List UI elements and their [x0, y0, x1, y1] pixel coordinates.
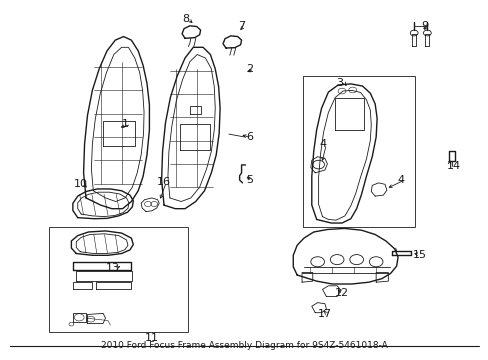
- Text: 2: 2: [245, 64, 252, 74]
- Text: 15: 15: [412, 250, 426, 260]
- Text: 2010 Ford Focus Frame Assembly Diagram for 9S4Z-5461018-A: 2010 Ford Focus Frame Assembly Diagram f…: [101, 341, 387, 350]
- Text: 14: 14: [446, 161, 460, 171]
- Text: 9: 9: [421, 21, 427, 31]
- Text: 4: 4: [396, 175, 403, 185]
- Text: 5: 5: [245, 175, 252, 185]
- Text: 3: 3: [335, 78, 343, 88]
- Bar: [49, 226, 188, 332]
- Text: 6: 6: [245, 132, 252, 142]
- Text: 17: 17: [317, 310, 331, 319]
- Text: 7: 7: [238, 21, 245, 31]
- Text: 8: 8: [182, 14, 189, 24]
- Text: 16: 16: [157, 177, 171, 187]
- Bar: [303, 76, 414, 226]
- Text: 4: 4: [318, 139, 325, 149]
- Text: 11: 11: [144, 333, 159, 343]
- Text: 12: 12: [334, 288, 348, 298]
- Text: 10: 10: [74, 179, 88, 189]
- Text: 13: 13: [105, 263, 120, 273]
- Text: 1: 1: [122, 120, 128, 129]
